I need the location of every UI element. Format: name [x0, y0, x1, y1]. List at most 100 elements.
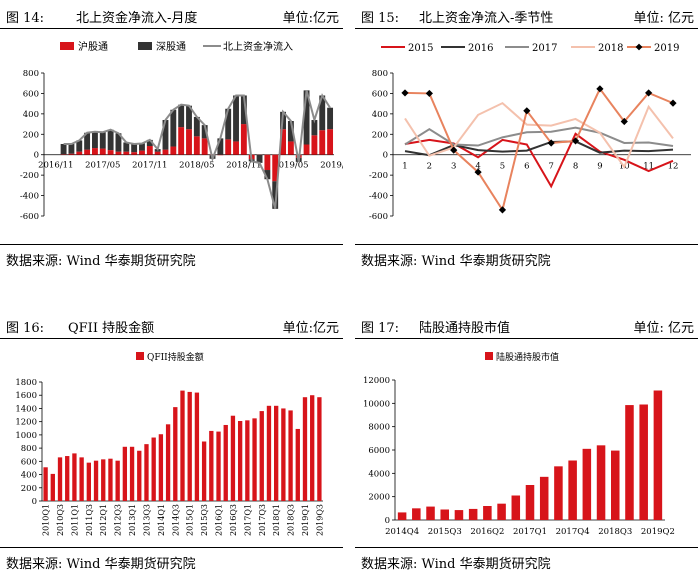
x-tick-label: 4: [475, 162, 480, 172]
series-line-2019: [404, 86, 674, 213]
bar: [311, 119, 318, 136]
unit-label: 单位:亿元: [282, 321, 339, 336]
x-tick-label: 2018/05: [179, 161, 214, 171]
legend-swatch: [138, 42, 152, 50]
source-text: 数据来源: Wind 华泰期货研究院: [361, 254, 551, 269]
bar: [240, 95, 247, 125]
legend-label: 沪股通: [78, 40, 108, 53]
bar: [84, 149, 91, 155]
bar: [178, 127, 185, 155]
bar: [165, 424, 171, 501]
x-tick-label: 2012Q3: [114, 504, 123, 536]
y-tick-label: -400: [20, 192, 39, 202]
bar: [303, 90, 310, 145]
bar: [319, 130, 326, 155]
bar: [154, 151, 161, 155]
bar: [264, 170, 271, 180]
data-point: [498, 206, 507, 214]
x-tick-label: 1: [402, 162, 407, 172]
bar: [426, 506, 435, 520]
figure-title: 陆股通持股市值: [419, 321, 511, 336]
bar: [139, 143, 145, 151]
y-tick-label: -600: [20, 212, 39, 222]
x-tick-label: 2017Q1: [243, 504, 252, 536]
bar: [216, 431, 221, 501]
bar: [79, 457, 84, 501]
figure-title: QFII 持股金额: [68, 321, 155, 336]
bar: [129, 446, 135, 501]
y-tick-label: 8000: [368, 423, 390, 433]
bar: [554, 466, 563, 520]
bar: [158, 434, 164, 501]
bar: [252, 418, 257, 501]
y-tick-label: 1200: [15, 418, 37, 428]
bar: [266, 405, 272, 501]
y-tick-label: 800: [23, 69, 39, 79]
x-tick-label: 2017Q1: [513, 527, 547, 537]
x-tick-label: 2013Q1: [128, 504, 137, 536]
bar: [397, 512, 407, 520]
bar: [310, 395, 315, 501]
bar: [131, 152, 138, 155]
bar: [123, 142, 130, 152]
y-tick-label: 400: [21, 471, 37, 481]
legend-label: 2018: [598, 43, 623, 54]
bar: [303, 144, 310, 155]
bar: [84, 132, 91, 150]
x-tick-label: 2019Q1: [301, 504, 310, 536]
y-tick-label: 600: [21, 457, 37, 467]
x-tick-label: 2014Q3: [171, 504, 180, 536]
legend-swatch: [136, 352, 144, 360]
unit-label: 单位:亿元: [282, 11, 339, 26]
x-tick-label: 2014Q1: [157, 504, 166, 536]
bar: [225, 108, 232, 140]
y-tick-label: -600: [369, 212, 388, 222]
figure-17-panel: 图 17: 陆股通持股市值 单位: 亿元 0 2000 4000 6000 8000 10…: [355, 310, 698, 577]
y-tick-label: 4000: [368, 469, 390, 479]
bar: [194, 392, 200, 501]
x-tick-label: 2011Q1: [70, 504, 79, 536]
bar: [107, 129, 114, 151]
x-tick-label: 2017Q3: [258, 504, 267, 536]
bar: [625, 405, 634, 520]
x-tick-label: 2019Q3: [315, 504, 324, 536]
x-tick-label: 2019Q2: [641, 527, 675, 537]
bar: [68, 153, 75, 155]
data-point: [401, 89, 409, 97]
source-text: 数据来源: Wind 华泰期货研究院: [361, 557, 551, 572]
bar: [162, 149, 169, 155]
data-point: [620, 117, 628, 126]
bar: [92, 148, 98, 155]
x-tick-label: 9: [597, 162, 602, 172]
bar: [327, 107, 334, 130]
x-tick-label: 2014Q4: [385, 527, 419, 537]
bar: [272, 154, 279, 182]
figure-16-header: 图 16: QFII 持股金额 单位:亿元: [0, 310, 343, 339]
chart-17-svg: 0 2000 4000 6000 8000 10000 12000 2014Q4 2015Q3 2…: [363, 351, 675, 537]
bar: [245, 420, 250, 501]
y-tick-label: 0: [383, 151, 388, 161]
bar: [288, 410, 293, 501]
y-tick-label: 0: [385, 516, 390, 526]
legend-label: 2015: [408, 43, 433, 54]
figure-14-header: 图 14: 北上资金净流入-月度 单位:亿元: [0, 0, 343, 29]
bar: [107, 150, 114, 155]
x-tick-label: 2019/05: [273, 161, 308, 171]
bar: [65, 456, 70, 501]
x-tick-label: 12: [668, 162, 679, 172]
bar: [582, 448, 592, 520]
bar: [240, 124, 247, 155]
bar: [201, 441, 207, 501]
bar: [201, 125, 208, 139]
data-point: [571, 137, 580, 145]
x-tick-label: 2017Q4: [556, 527, 590, 537]
bar: [57, 457, 63, 501]
y-tick-label: 200: [23, 130, 39, 140]
bar: [233, 141, 239, 155]
x-tick-label: 2017/05: [85, 161, 120, 171]
bar: [209, 430, 214, 501]
x-tick-label: 2015Q3: [428, 527, 462, 537]
y-tick-label: -200: [369, 171, 388, 181]
x-tick-label: 2015Q3: [200, 504, 209, 536]
bar: [187, 391, 192, 501]
